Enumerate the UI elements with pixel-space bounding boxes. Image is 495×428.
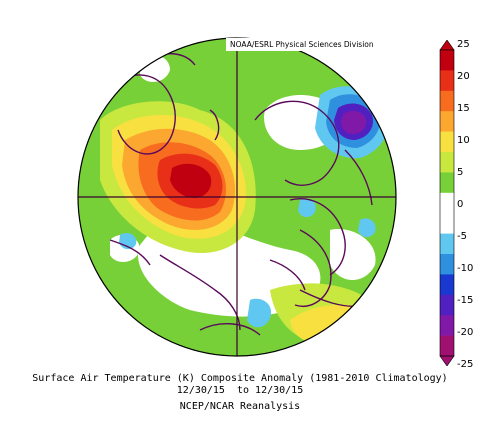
caption-line-1: Surface Air Temperature (K) Composite An… xyxy=(32,373,448,384)
colorbar-tick-label: -10 xyxy=(457,263,474,274)
colorbar-swatch xyxy=(440,152,454,173)
colorbar-swatch xyxy=(440,192,454,214)
colorbar-frame xyxy=(439,49,455,357)
anomaly-field xyxy=(78,38,396,356)
arctic-anomaly-map xyxy=(77,37,397,357)
colorbar-swatch xyxy=(440,90,454,112)
colorbar-tick-label: 10 xyxy=(457,135,470,146)
caption-line-2: 12/30/15 to 12/30/15 xyxy=(176,385,304,396)
colorbar-tick-label: -25 xyxy=(457,359,474,370)
colorbar-tick-label: 0 xyxy=(457,199,464,210)
colorbar-swatch xyxy=(440,213,454,234)
colorbar-swatch xyxy=(440,254,454,275)
colorbar-top-arrow xyxy=(439,40,455,51)
graticule xyxy=(78,38,396,356)
caption-line-3: NCEP/NCAR Reanalysis xyxy=(179,401,301,412)
colorbar-swatch xyxy=(440,315,454,336)
colorbar-tick-label: 5 xyxy=(457,167,464,178)
credit-label: NOAA/ESRL Physical Sciences Division xyxy=(226,38,400,51)
colorbar-swatch xyxy=(440,50,454,71)
colorbar-swatch xyxy=(440,274,454,296)
colorbar-swatch xyxy=(440,70,454,92)
colorbar-tick-label: -15 xyxy=(457,295,474,306)
colorbar-swatch xyxy=(440,335,454,357)
colorbar-tick-label: -20 xyxy=(457,327,474,338)
colorbar-swatch xyxy=(440,233,454,255)
colorbar-swatch xyxy=(440,131,454,153)
colorbar-swatch xyxy=(440,294,454,316)
colorbar-tick-label: 25 xyxy=(457,39,470,50)
colorbar-labels: 25 20 15 10 5 0 -5 -10 -15 -20 -25 xyxy=(457,39,493,370)
colorbar-tick-label: 20 xyxy=(457,71,470,82)
colorbar-bottom-arrow xyxy=(439,355,455,366)
colorbar xyxy=(439,40,455,366)
colorbar-tick-label: 15 xyxy=(457,103,470,114)
colorbar-swatch xyxy=(440,172,454,194)
colorbar-swatch xyxy=(440,111,454,132)
colorbar-tick-label: -5 xyxy=(457,231,467,242)
